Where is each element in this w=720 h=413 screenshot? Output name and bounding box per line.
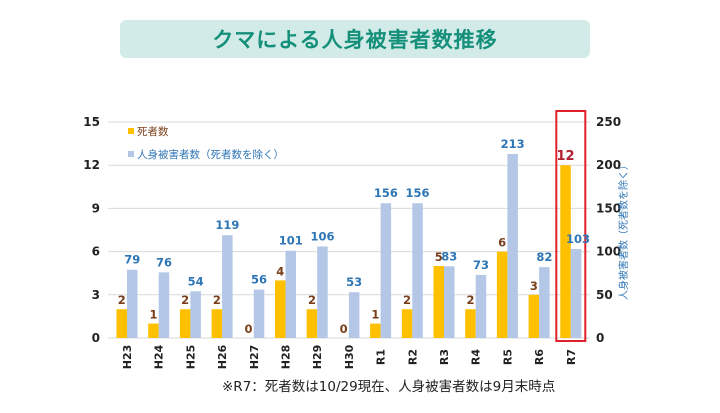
bar-deaths <box>211 309 223 338</box>
bar-injuries <box>190 291 201 338</box>
bar-deaths <box>560 165 571 338</box>
data-label-deaths: 2 <box>181 293 189 307</box>
legend-label-deaths: 死者数 <box>137 125 169 138</box>
data-label-deaths: 2 <box>403 293 411 307</box>
data-label-deaths: 6 <box>498 236 506 250</box>
data-label-deaths: 0 <box>340 322 348 336</box>
bar-injuries <box>412 203 423 338</box>
bar-deaths <box>465 309 476 338</box>
data-label-injuries: 156 <box>406 186 430 200</box>
bar-deaths <box>496 251 508 338</box>
title-banner: クマによる人身被害者数推移 <box>120 20 590 58</box>
bar-deaths <box>275 280 286 338</box>
data-label-injuries: 156 <box>374 186 398 200</box>
bar-deaths <box>179 309 191 338</box>
data-label-deaths: 0 <box>245 322 253 336</box>
data-label-injuries: 53 <box>346 275 362 289</box>
data-label-injuries: 213 <box>501 137 525 151</box>
bar-injuries <box>507 153 518 338</box>
bar-injuries <box>317 246 328 338</box>
bar-injuries <box>570 249 582 338</box>
bar-deaths <box>401 309 413 338</box>
data-label-injuries: 82 <box>536 250 552 264</box>
data-label-deaths: 5 <box>435 250 443 264</box>
x-category-label: H29 <box>311 345 324 370</box>
bar-deaths <box>528 294 540 338</box>
x-category-label: R7 <box>565 349 578 365</box>
data-label-injuries: 83 <box>441 249 457 263</box>
x-category-label: R1 <box>375 349 388 365</box>
y-right-axis-title: 人身被害者数（死者数を除く） <box>617 160 630 300</box>
x-category-label: H27 <box>248 345 261 370</box>
data-label-deaths: 1 <box>149 308 157 322</box>
y-right-tick-label: 200 <box>596 158 621 172</box>
y-left-tick-label: 0 <box>92 331 100 345</box>
data-label-injuries: 103 <box>566 232 590 246</box>
data-label-injuries: 101 <box>279 234 303 248</box>
x-category-label: R6 <box>533 349 546 365</box>
data-label-injuries: 79 <box>124 253 140 267</box>
x-category-label: R5 <box>501 349 514 365</box>
highlight-box <box>555 110 587 342</box>
y-right-tick-label: 0 <box>596 331 604 345</box>
legend-swatch-deaths <box>128 128 134 134</box>
data-label-injuries: 76 <box>156 255 172 269</box>
bar-injuries <box>475 274 487 338</box>
bar-injuries <box>158 272 170 338</box>
bar-injuries <box>348 292 360 338</box>
data-label-deaths: 4 <box>276 264 284 278</box>
bar-injuries <box>222 235 233 338</box>
x-category-label: H23 <box>121 345 134 370</box>
chart-title: クマによる人身被害者数推移 <box>212 28 498 52</box>
data-label-deaths: 12 <box>557 149 575 164</box>
y-right-tick-label: 50 <box>596 288 613 302</box>
x-category-label: H24 <box>153 344 166 369</box>
footnote: ※R7：死者数は10/29現在、人身被害者数は9月末時点 <box>222 379 556 395</box>
y-left-tick-label: 9 <box>92 201 100 215</box>
bar-deaths <box>370 323 381 338</box>
y-left-tick-label: 3 <box>92 288 100 302</box>
data-label-deaths: 2 <box>466 293 474 307</box>
data-label-deaths: 1 <box>371 308 379 322</box>
x-category-label: H26 <box>216 344 229 369</box>
bar-injuries <box>127 269 138 338</box>
legend-swatch-injuries <box>128 151 134 157</box>
bar-injuries <box>285 250 296 338</box>
legend-label-injuries: 人身被害者数（死者数を除く） <box>137 148 284 161</box>
data-label-injuries: 106 <box>310 229 334 243</box>
data-label-deaths: 3 <box>530 279 538 293</box>
data-label-deaths: 2 <box>308 293 316 307</box>
data-label-injuries: 73 <box>473 258 489 272</box>
data-label-deaths: 2 <box>213 293 221 307</box>
y-left-tick-label: 15 <box>83 115 100 129</box>
x-category-label: H28 <box>280 345 293 370</box>
x-category-label: H30 <box>343 344 356 369</box>
data-label-injuries: 56 <box>251 273 267 287</box>
data-label-injuries: 119 <box>215 218 239 232</box>
bar-deaths <box>306 309 318 338</box>
bar-injuries <box>253 289 265 338</box>
data-label-deaths: 2 <box>118 293 126 307</box>
y-right-tick-label: 100 <box>596 245 621 259</box>
bar-deaths <box>433 266 444 338</box>
bar-deaths <box>116 309 127 338</box>
x-category-label: R4 <box>470 349 483 365</box>
x-category-label: R3 <box>438 349 451 365</box>
y-left-tick-label: 12 <box>83 158 100 172</box>
y-right-tick-label: 250 <box>596 115 621 129</box>
bar-deaths <box>148 323 159 338</box>
bar-injuries <box>380 203 392 338</box>
x-category-label: R2 <box>406 349 419 365</box>
data-label-injuries: 54 <box>188 274 204 288</box>
y-left-tick-label: 6 <box>92 245 100 259</box>
bar-injuries <box>444 266 455 338</box>
bar-injuries <box>539 267 550 338</box>
x-category-label: H25 <box>184 345 197 370</box>
y-right-tick-label: 150 <box>596 201 621 215</box>
